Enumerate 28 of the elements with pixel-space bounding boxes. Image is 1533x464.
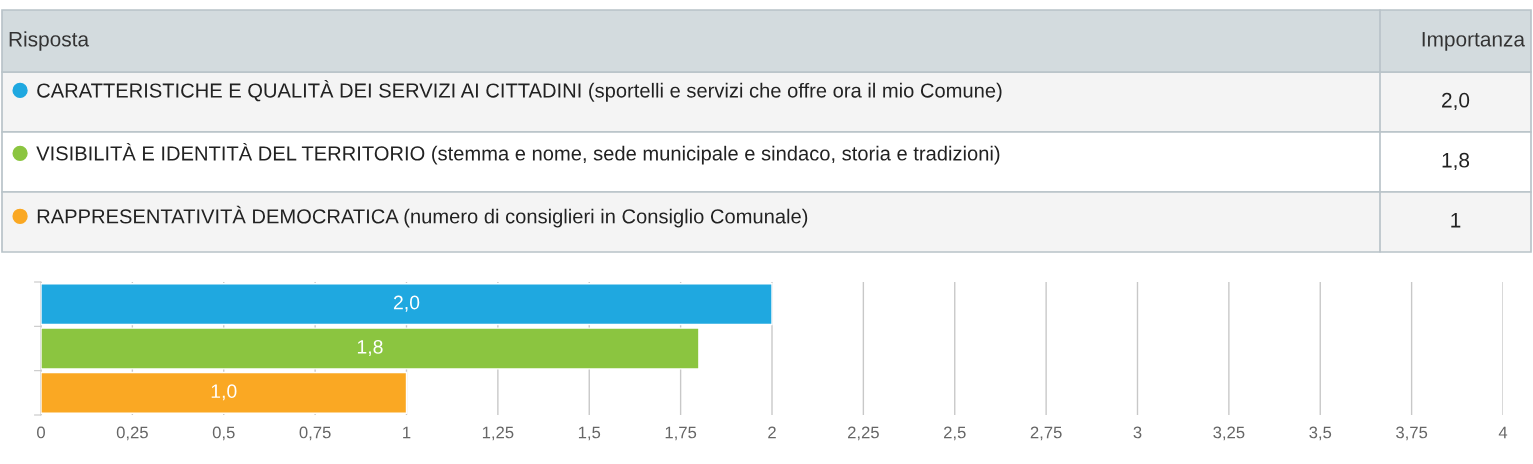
x-tick-label: 4 bbox=[1498, 426, 1508, 439]
x-tick-label: 1,5 bbox=[578, 426, 601, 441]
text: Risposta bbox=[9, 31, 90, 51]
x-tick-label: 2,25 bbox=[848, 426, 879, 441]
x-tick-label: 0,5 bbox=[212, 426, 235, 441]
x-tick-label: 3,75 bbox=[1396, 426, 1428, 441]
text: 1,8 bbox=[1442, 152, 1470, 171]
x-tick-label: 0,25 bbox=[116, 426, 148, 441]
data-label: 1,8 bbox=[357, 339, 383, 357]
text: Importanza bbox=[1422, 32, 1526, 51]
x-tick-label: 3 bbox=[1133, 426, 1142, 439]
text: 1 bbox=[1451, 213, 1461, 228]
data-label: 1,0 bbox=[211, 384, 237, 401]
legend-label: CARATTERISTICHE E QUALITÀ DEI SERVIZI AI CITTADINI (sportelli e servizi che offre ora il mio Comune) bbox=[37, 80, 1002, 102]
x-tick-label: 2 bbox=[768, 426, 776, 439]
x-tick-label: 1 bbox=[403, 426, 411, 439]
x-tick-label: 2,75 bbox=[1030, 426, 1062, 441]
legend-label: VISIBILITÀ E IDENTITÀ DEL TERRITORIO (stemma e nome, sede municipale e sindaco, storia e tradizioni) bbox=[36, 142, 1000, 165]
data-label: 2,0 bbox=[393, 295, 420, 312]
x-tick-label: 0 bbox=[37, 426, 45, 439]
x-tick-label: 3,5 bbox=[1309, 426, 1332, 441]
text: 2,0 bbox=[1442, 92, 1470, 111]
x-tick-label: 1,25 bbox=[482, 426, 514, 441]
legend-label: RAPPRESENTATIVITÀ DEMOCRATICA (numero di consiglieri in Consiglio Comunale) bbox=[37, 205, 808, 228]
x-tick-label: 2,5 bbox=[944, 426, 966, 441]
x-tick-label: 0,75 bbox=[299, 426, 331, 441]
x-tick-label: 1,75 bbox=[665, 426, 697, 441]
x-tick-label: 3,25 bbox=[1213, 426, 1245, 441]
